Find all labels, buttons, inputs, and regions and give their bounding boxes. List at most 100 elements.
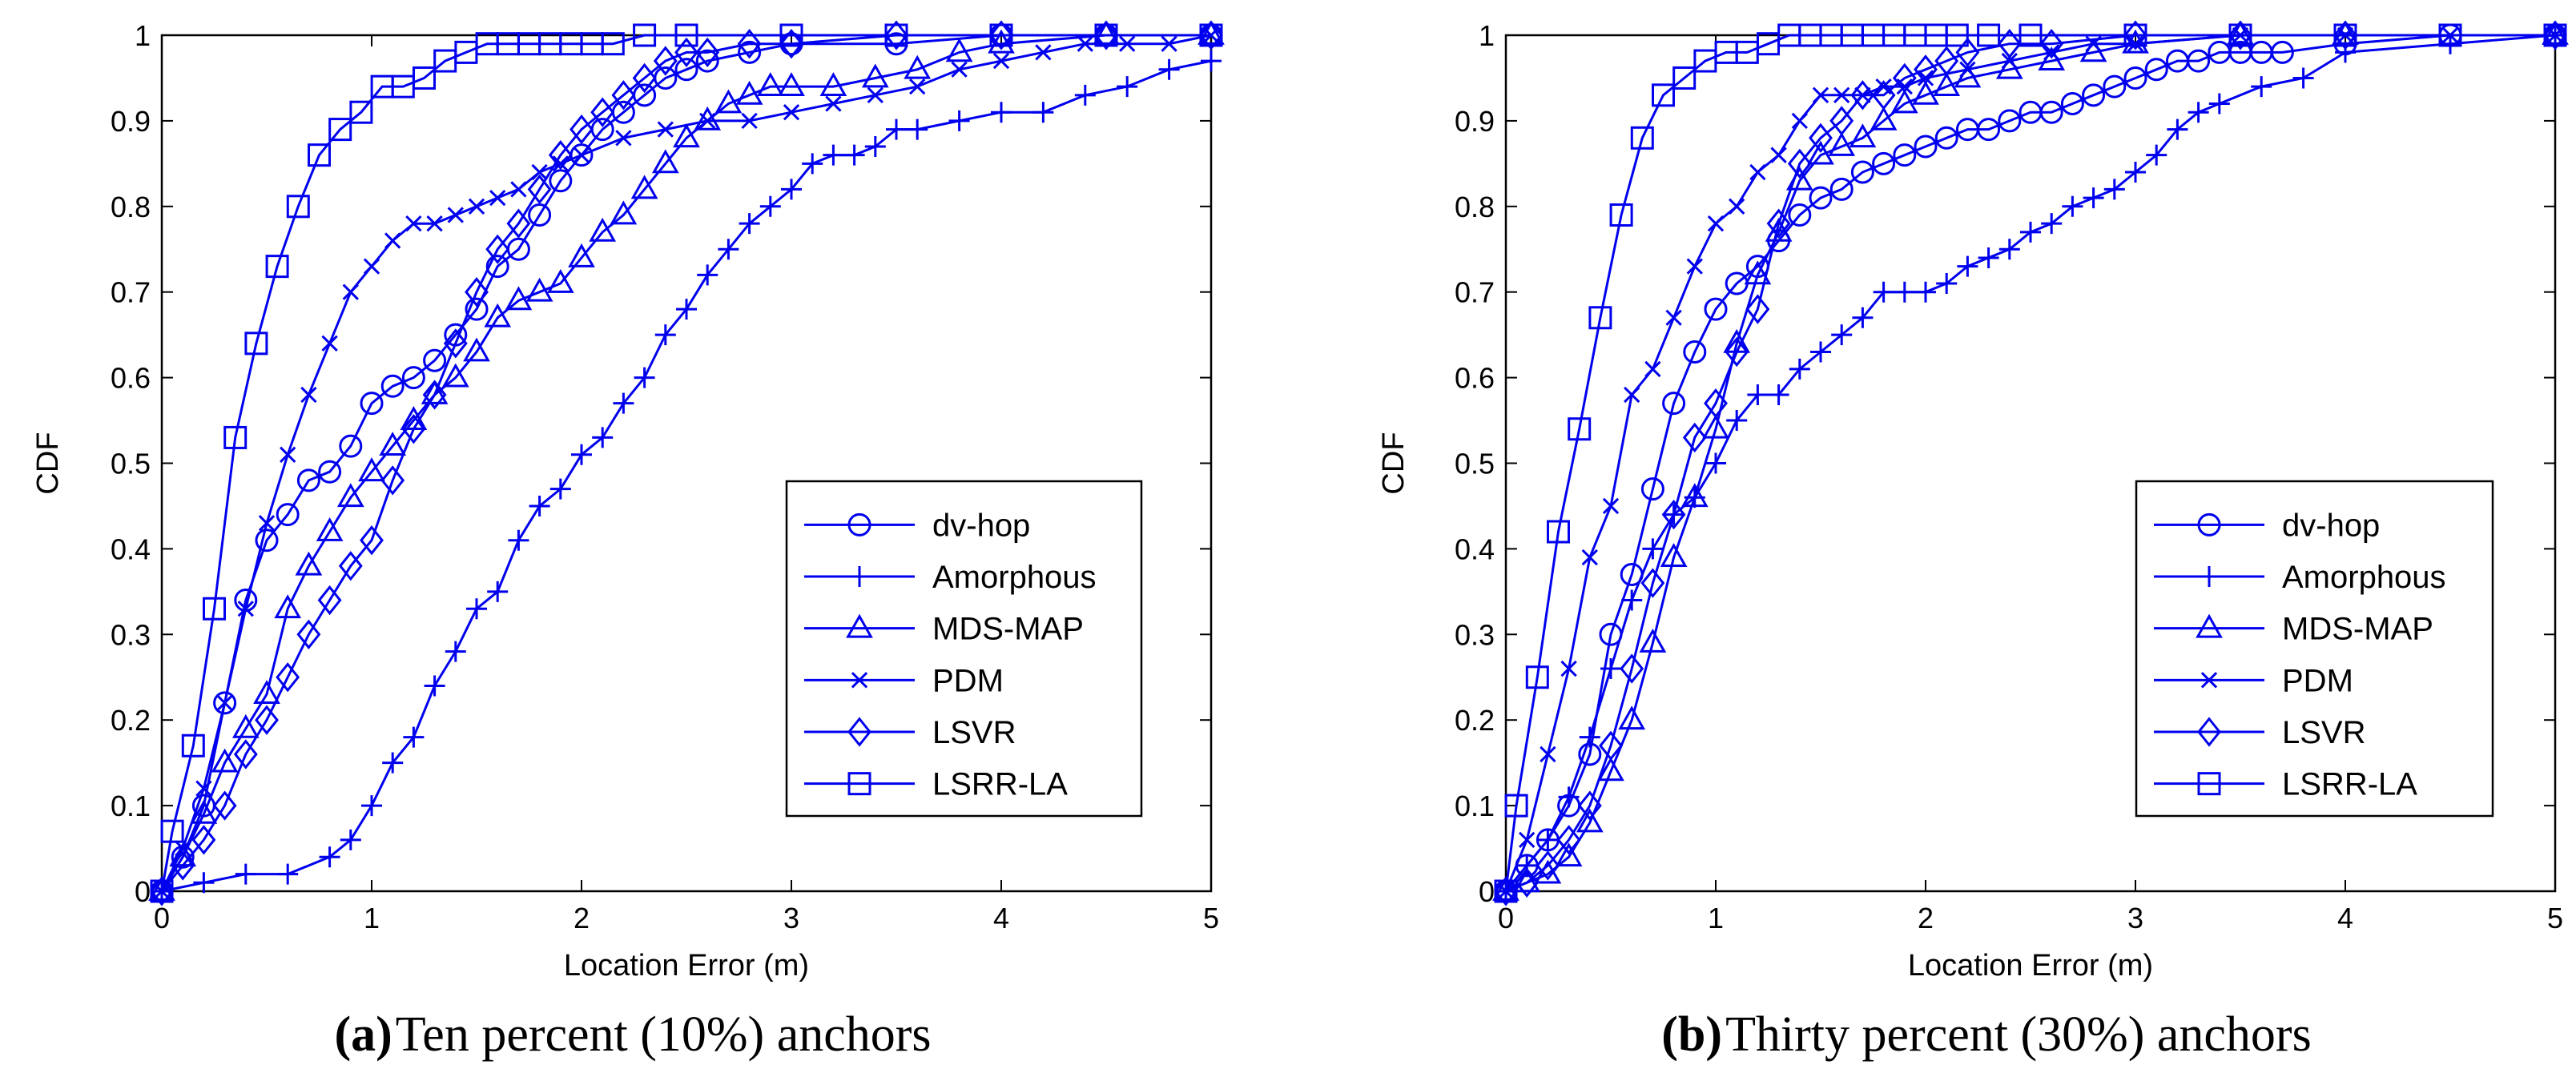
data-point xyxy=(380,374,405,398)
data-point xyxy=(1642,538,1664,560)
series-dv-hop xyxy=(1494,23,2567,903)
data-point xyxy=(1158,58,1180,80)
legend-marker xyxy=(847,717,871,747)
data-point xyxy=(361,795,382,817)
x-tick-label: 1 xyxy=(1708,902,1724,934)
x-tick-label: 1 xyxy=(364,902,380,934)
data-point xyxy=(1787,148,1812,179)
data-point xyxy=(1912,80,1939,105)
data-point xyxy=(321,335,338,352)
data-point xyxy=(413,66,436,90)
y-tick-label: 0.7 xyxy=(111,276,151,309)
data-point xyxy=(2228,23,2252,47)
legend-label: Amorphous xyxy=(2282,560,2446,595)
data-point xyxy=(484,303,512,328)
data-point xyxy=(382,752,404,774)
data-point xyxy=(2043,44,2060,61)
data-point xyxy=(633,23,657,47)
data-point xyxy=(441,363,469,388)
data-point xyxy=(277,863,299,885)
data-point xyxy=(2270,40,2294,64)
data-point xyxy=(358,457,385,482)
data-point xyxy=(527,174,552,205)
x-axis-label: Location Error (m) xyxy=(1908,949,2153,983)
data-point xyxy=(1770,147,1787,163)
data-point xyxy=(286,195,310,219)
legend-item: MDS-MAP xyxy=(2154,612,2433,647)
data-point xyxy=(2127,35,2144,52)
data-point xyxy=(2332,20,2359,45)
legend-item: Amorphous xyxy=(2154,560,2446,595)
data-point xyxy=(695,37,720,68)
data-point xyxy=(317,585,342,616)
data-point xyxy=(657,121,674,138)
y-tick-label: 0.9 xyxy=(1455,105,1495,138)
data-point xyxy=(630,175,658,199)
data-point xyxy=(783,104,800,121)
data-point xyxy=(1705,452,1726,474)
data-point xyxy=(1618,705,1646,730)
data-point xyxy=(510,181,527,198)
data-point xyxy=(190,799,218,824)
data-point xyxy=(2019,23,2043,47)
x-axis-label: Location Error (m) xyxy=(564,949,809,983)
data-point xyxy=(1609,203,1633,227)
data-point xyxy=(653,46,678,76)
legend-label: dv-hop xyxy=(2282,508,2380,543)
data-point xyxy=(1577,790,1602,821)
data-point xyxy=(318,460,342,484)
legend: dv-hop Amorphous MDS-MAP PDM LSVR LSRR-LA xyxy=(785,480,1143,818)
data-point xyxy=(695,49,719,73)
y-tick-label: 0.2 xyxy=(1455,704,1495,737)
y-axis: 0 0.1 0.2 0.3 0.4 0.5 0.6 0.7 0.8 0.9 1 xyxy=(111,19,1211,908)
data-point xyxy=(2543,23,2567,47)
data-point xyxy=(274,594,302,619)
data-point xyxy=(296,468,320,492)
data-point xyxy=(276,503,300,527)
data-point xyxy=(1917,70,1934,86)
data-point xyxy=(864,135,886,157)
legend-marker xyxy=(851,672,868,689)
data-point xyxy=(233,739,258,770)
series-line xyxy=(1505,34,2555,893)
data-point xyxy=(2103,179,2125,200)
chart-panel-a: 0 1 2 3 4 5 0 0.1 0.2 0.3 0.4 0.5 0.6 0.7 0.8 0.9 1 Locat… xyxy=(31,19,1225,1062)
data-point xyxy=(1726,410,1748,432)
y-axis-label: CDF xyxy=(1377,432,1411,494)
legend-marker xyxy=(847,512,871,536)
series-line xyxy=(160,34,1212,892)
data-point xyxy=(1766,208,1791,239)
data-point xyxy=(735,80,763,105)
data-point xyxy=(1890,89,1918,114)
data-point xyxy=(1680,483,1709,508)
x-tick-label: 4 xyxy=(2337,902,2353,934)
data-point xyxy=(529,495,550,516)
legend-label: LSRR-LA xyxy=(2282,767,2417,802)
data-point xyxy=(1579,726,1600,748)
series-pdm xyxy=(1497,26,2564,900)
data-point xyxy=(756,72,784,97)
data-point xyxy=(401,414,426,444)
data-point xyxy=(549,169,573,193)
data-point xyxy=(485,234,510,264)
y-axis: 0 0.1 0.2 0.3 0.4 0.5 0.6 0.7 0.8 0.9 1 xyxy=(1455,19,2555,908)
data-point xyxy=(443,328,468,359)
x-tick-label: 4 xyxy=(993,902,1009,934)
data-point xyxy=(265,255,289,279)
data-point xyxy=(276,662,300,693)
data-point xyxy=(1536,850,1560,881)
data-point xyxy=(1704,297,1728,321)
data-point xyxy=(2167,119,2188,140)
data-point xyxy=(171,850,195,881)
data-point xyxy=(295,551,323,576)
data-point xyxy=(759,195,781,217)
y-tick-label: 0.6 xyxy=(111,362,151,395)
data-point xyxy=(1600,658,1621,680)
data-point xyxy=(485,255,509,279)
legend-label: MDS-MAP xyxy=(932,612,1084,647)
legend-item: LSRR-LA xyxy=(2154,767,2417,802)
data-point xyxy=(1807,140,1834,165)
data-point xyxy=(213,691,237,715)
data-point xyxy=(237,601,254,617)
data-point xyxy=(1652,83,1675,107)
